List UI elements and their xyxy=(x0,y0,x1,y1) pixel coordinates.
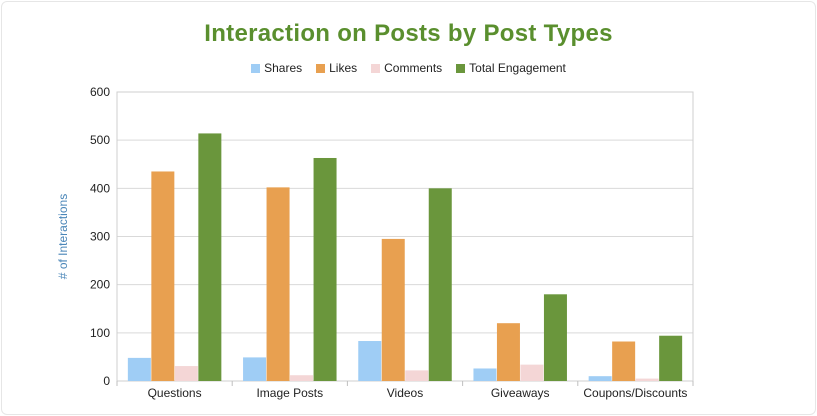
legend-item-total-engagement: Total Engagement xyxy=(456,61,566,75)
legend-swatch-likes xyxy=(316,63,326,73)
legend-label-total-engagement: Total Engagement xyxy=(469,61,566,75)
bar-image-posts-shares xyxy=(243,357,267,381)
x-tick-label-coupons-discounts: Coupons/Discounts xyxy=(583,386,687,400)
bar-videos-shares xyxy=(358,341,382,381)
legend-label-comments: Comments xyxy=(384,61,443,75)
bar-questions-total-engagement xyxy=(198,133,222,381)
bar-videos-comments xyxy=(405,370,429,381)
legend-swatch-comments xyxy=(371,63,381,73)
plot-border xyxy=(116,91,694,382)
bar-image-posts-total-engagement xyxy=(313,157,337,381)
bar-giveaways-likes xyxy=(496,323,520,381)
bar-videos-likes xyxy=(381,238,405,381)
y-tick-label-100: 100 xyxy=(90,326,110,340)
y-tick-label-0: 0 xyxy=(103,374,110,388)
bar-giveaways-comments xyxy=(520,364,544,381)
legend-item-shares: Shares xyxy=(251,61,302,75)
legend-swatch-total-engagement xyxy=(456,63,466,73)
chart-legend: Shares Likes Comments Total Engagement xyxy=(0,61,817,75)
y-tick-label-300: 300 xyxy=(90,230,110,244)
y-tick-label-400: 400 xyxy=(90,181,110,195)
bar-coupons-discounts-total-engagement xyxy=(659,335,683,381)
x-tick-label-image-posts: Image Posts xyxy=(256,386,323,400)
x-tick-label-videos: Videos xyxy=(387,386,423,400)
legend-item-likes: Likes xyxy=(316,61,357,75)
bar-videos-total-engagement xyxy=(428,188,452,381)
bar-coupons-discounts-comments xyxy=(635,378,659,381)
bar-questions-likes xyxy=(151,171,175,381)
y-axis-label: # of Interactions xyxy=(56,194,70,279)
legend-label-likes: Likes xyxy=(329,61,358,75)
bar-giveaways-shares xyxy=(473,368,497,381)
legend-item-comments: Comments xyxy=(371,61,442,75)
bar-coupons-discounts-shares xyxy=(588,376,612,381)
bar-image-posts-comments xyxy=(290,375,314,381)
bar-coupons-discounts-likes xyxy=(612,341,636,381)
chart-title: Interaction on Posts by Post Types xyxy=(204,20,613,47)
x-tick-label-giveaways: Giveaways xyxy=(491,386,550,400)
bar-giveaways-total-engagement xyxy=(543,294,567,381)
bar-image-posts-likes xyxy=(266,187,290,381)
y-tick-label-200: 200 xyxy=(90,278,110,292)
y-tick-label-600: 600 xyxy=(90,85,110,99)
legend-label-shares: Shares xyxy=(264,61,303,75)
x-tick-label-questions: Questions xyxy=(148,386,202,400)
bar-questions-shares xyxy=(127,357,151,381)
bar-questions-comments xyxy=(174,366,198,381)
y-tick-label-500: 500 xyxy=(90,133,110,147)
legend-swatch-shares xyxy=(251,63,261,73)
